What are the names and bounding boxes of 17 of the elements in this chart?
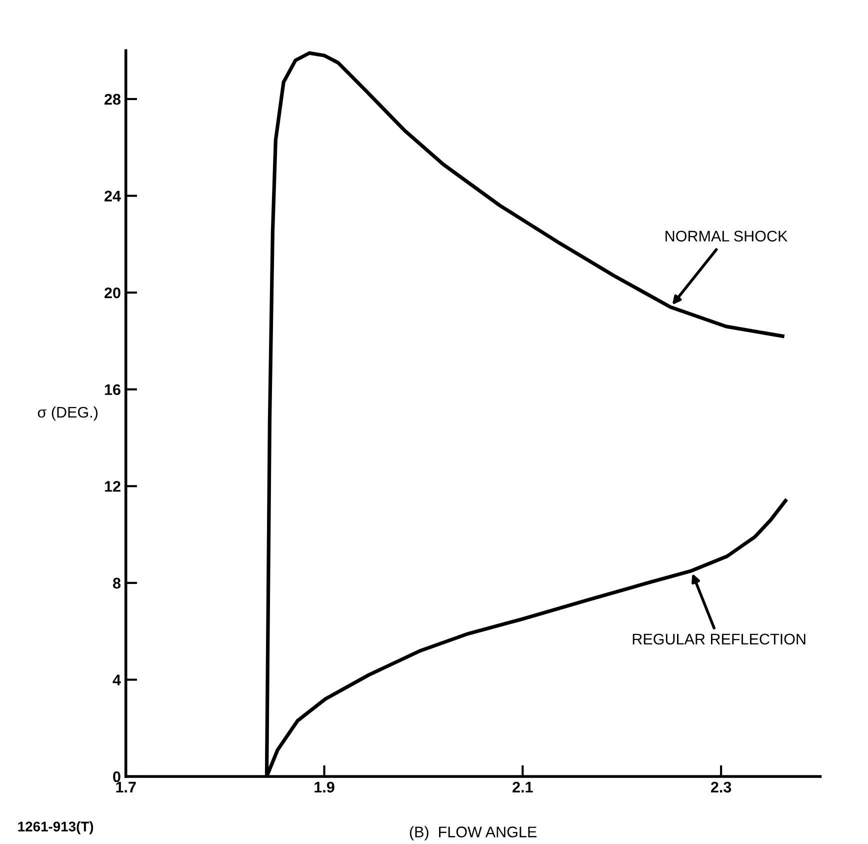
x-tick-label: 2.3 <box>710 782 732 793</box>
y-tick-label: 20 <box>104 287 120 298</box>
y-tick-label: 24 <box>104 190 121 202</box>
text: 1261-913(T) <box>18 821 94 834</box>
y-axis-title: σ (DEG.) <box>38 406 98 421</box>
annotation: REGULAR REFLECTION <box>632 634 806 645</box>
x-tick-label: 1.7 <box>116 782 136 792</box>
x-tick-label: 1.9 <box>314 782 334 793</box>
y-tick-label: 8 <box>112 578 121 589</box>
y-tick-label: 0 <box>113 771 120 782</box>
x-axis-title: (B) FLOW ANGLE <box>410 826 536 840</box>
y-tick-label: 12 <box>104 481 120 492</box>
annotation: NORMAL SHOCK <box>666 230 788 242</box>
y-tick-label: 16 <box>104 384 120 396</box>
y-tick-label: 28 <box>104 94 121 105</box>
y-tick-label: 4 <box>112 674 121 686</box>
x-tick-label: 2.1 <box>512 782 533 792</box>
